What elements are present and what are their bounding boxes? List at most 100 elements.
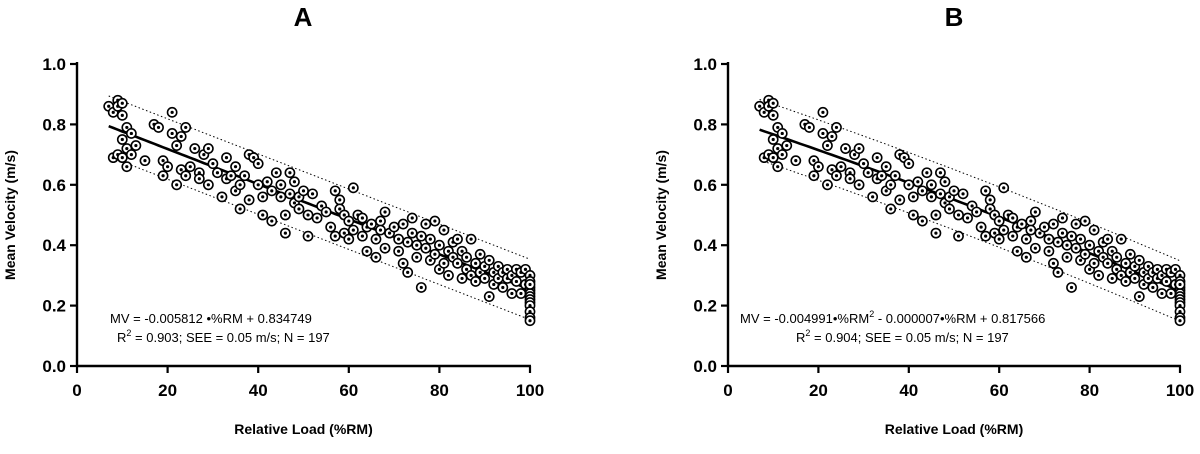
- data-point: [926, 179, 937, 191]
- data-point: [862, 167, 874, 179]
- data-point: [166, 128, 178, 139]
- data-point: [302, 230, 314, 242]
- data-point: [415, 282, 427, 293]
- data-point: [1057, 212, 1068, 224]
- data-point: [853, 179, 865, 191]
- data-point: [180, 170, 192, 182]
- data-point: [1029, 242, 1041, 254]
- data-point: [1007, 230, 1019, 242]
- data-point: [767, 97, 779, 109]
- data-point: [1111, 251, 1123, 263]
- data-point: [325, 221, 337, 233]
- data-point: [261, 176, 273, 188]
- data-point: [1070, 242, 1082, 254]
- data-point: [402, 266, 414, 278]
- data-point: [429, 215, 441, 227]
- data-point: [957, 188, 969, 200]
- data-point: [433, 239, 445, 251]
- data-point: [939, 176, 951, 188]
- data-point: [171, 140, 183, 151]
- panel-title: A: [294, 2, 313, 32]
- x-axis-title: Relative Load (%RM): [885, 421, 1023, 437]
- stats-text: R2 = 0.903; SEE = 0.05 m/s; N = 197: [117, 328, 330, 345]
- data-point: [298, 185, 309, 197]
- data-point: [411, 239, 423, 251]
- y-tick-label: 0.6: [693, 176, 717, 195]
- data-point: [790, 155, 802, 167]
- y-tick-label: 0.2: [693, 297, 717, 316]
- data-point: [767, 134, 779, 145]
- data-point: [835, 161, 847, 173]
- data-point: [456, 273, 468, 284]
- data-point: [826, 131, 838, 142]
- data-point: [202, 179, 214, 191]
- data-point: [971, 206, 982, 218]
- data-point: [443, 269, 454, 281]
- data-point: [1043, 233, 1055, 245]
- data-point: [880, 161, 892, 173]
- data-point: [975, 221, 987, 233]
- data-point: [998, 224, 1010, 236]
- equation-text: MV = -0.005812 •%RM + 0.834749: [110, 311, 312, 326]
- data-point: [871, 152, 883, 164]
- data-point: [411, 251, 423, 263]
- data-point: [216, 191, 228, 203]
- data-point: [275, 191, 287, 203]
- data-point: [461, 251, 472, 263]
- data-point: [1174, 315, 1186, 327]
- data-point: [257, 191, 269, 203]
- data-point: [370, 233, 382, 245]
- data-point: [808, 170, 820, 182]
- data-point: [907, 191, 919, 203]
- data-point: [822, 179, 833, 191]
- data-point: [162, 161, 173, 173]
- data-point: [993, 233, 1005, 245]
- data-point: [293, 203, 305, 215]
- data-point: [953, 230, 964, 242]
- data-point: [225, 170, 237, 182]
- data-point: [1133, 254, 1145, 266]
- data-point: [347, 182, 359, 194]
- data-point: [930, 209, 942, 221]
- data-point: [1093, 269, 1105, 281]
- data-point: [483, 291, 495, 302]
- data-point: [511, 276, 522, 287]
- data-point: [1084, 239, 1095, 251]
- data-point: [116, 97, 128, 109]
- y-tick-label: 1.0: [42, 55, 66, 74]
- data-point: [1020, 233, 1032, 245]
- data-point: [125, 128, 137, 139]
- data-point: [813, 161, 824, 173]
- data-point: [916, 185, 928, 197]
- data-point: [406, 212, 418, 224]
- x-tick-label: 60: [990, 381, 1009, 400]
- data-point: [930, 227, 942, 239]
- data-point: [1088, 257, 1100, 269]
- data-point: [1165, 288, 1177, 299]
- data-point: [1011, 245, 1023, 257]
- data-point: [1079, 248, 1091, 260]
- data-point: [781, 140, 793, 151]
- data-point: [844, 173, 856, 185]
- data-point: [279, 227, 291, 239]
- data-point: [343, 215, 355, 227]
- x-tick-label: 80: [1080, 381, 1099, 400]
- data-point: [1025, 224, 1037, 236]
- y-tick-label: 0.8: [42, 115, 66, 134]
- data-point: [266, 215, 278, 227]
- data-point: [1115, 233, 1127, 245]
- data-point: [1129, 273, 1141, 284]
- x-tick-label: 100: [516, 381, 544, 400]
- data-point: [962, 212, 973, 224]
- data-point: [166, 106, 178, 118]
- data-point: [329, 230, 341, 242]
- data-point: [980, 185, 992, 197]
- data-point: [379, 206, 391, 218]
- data-point: [284, 167, 296, 179]
- data-point: [1016, 218, 1028, 230]
- data-point: [912, 176, 924, 188]
- data-point: [243, 194, 255, 206]
- equation-text: MV = -0.004991•%RM2 - 0.000007•%RM + 0.8…: [740, 309, 1045, 326]
- data-point: [935, 167, 946, 179]
- data-point: [171, 179, 183, 191]
